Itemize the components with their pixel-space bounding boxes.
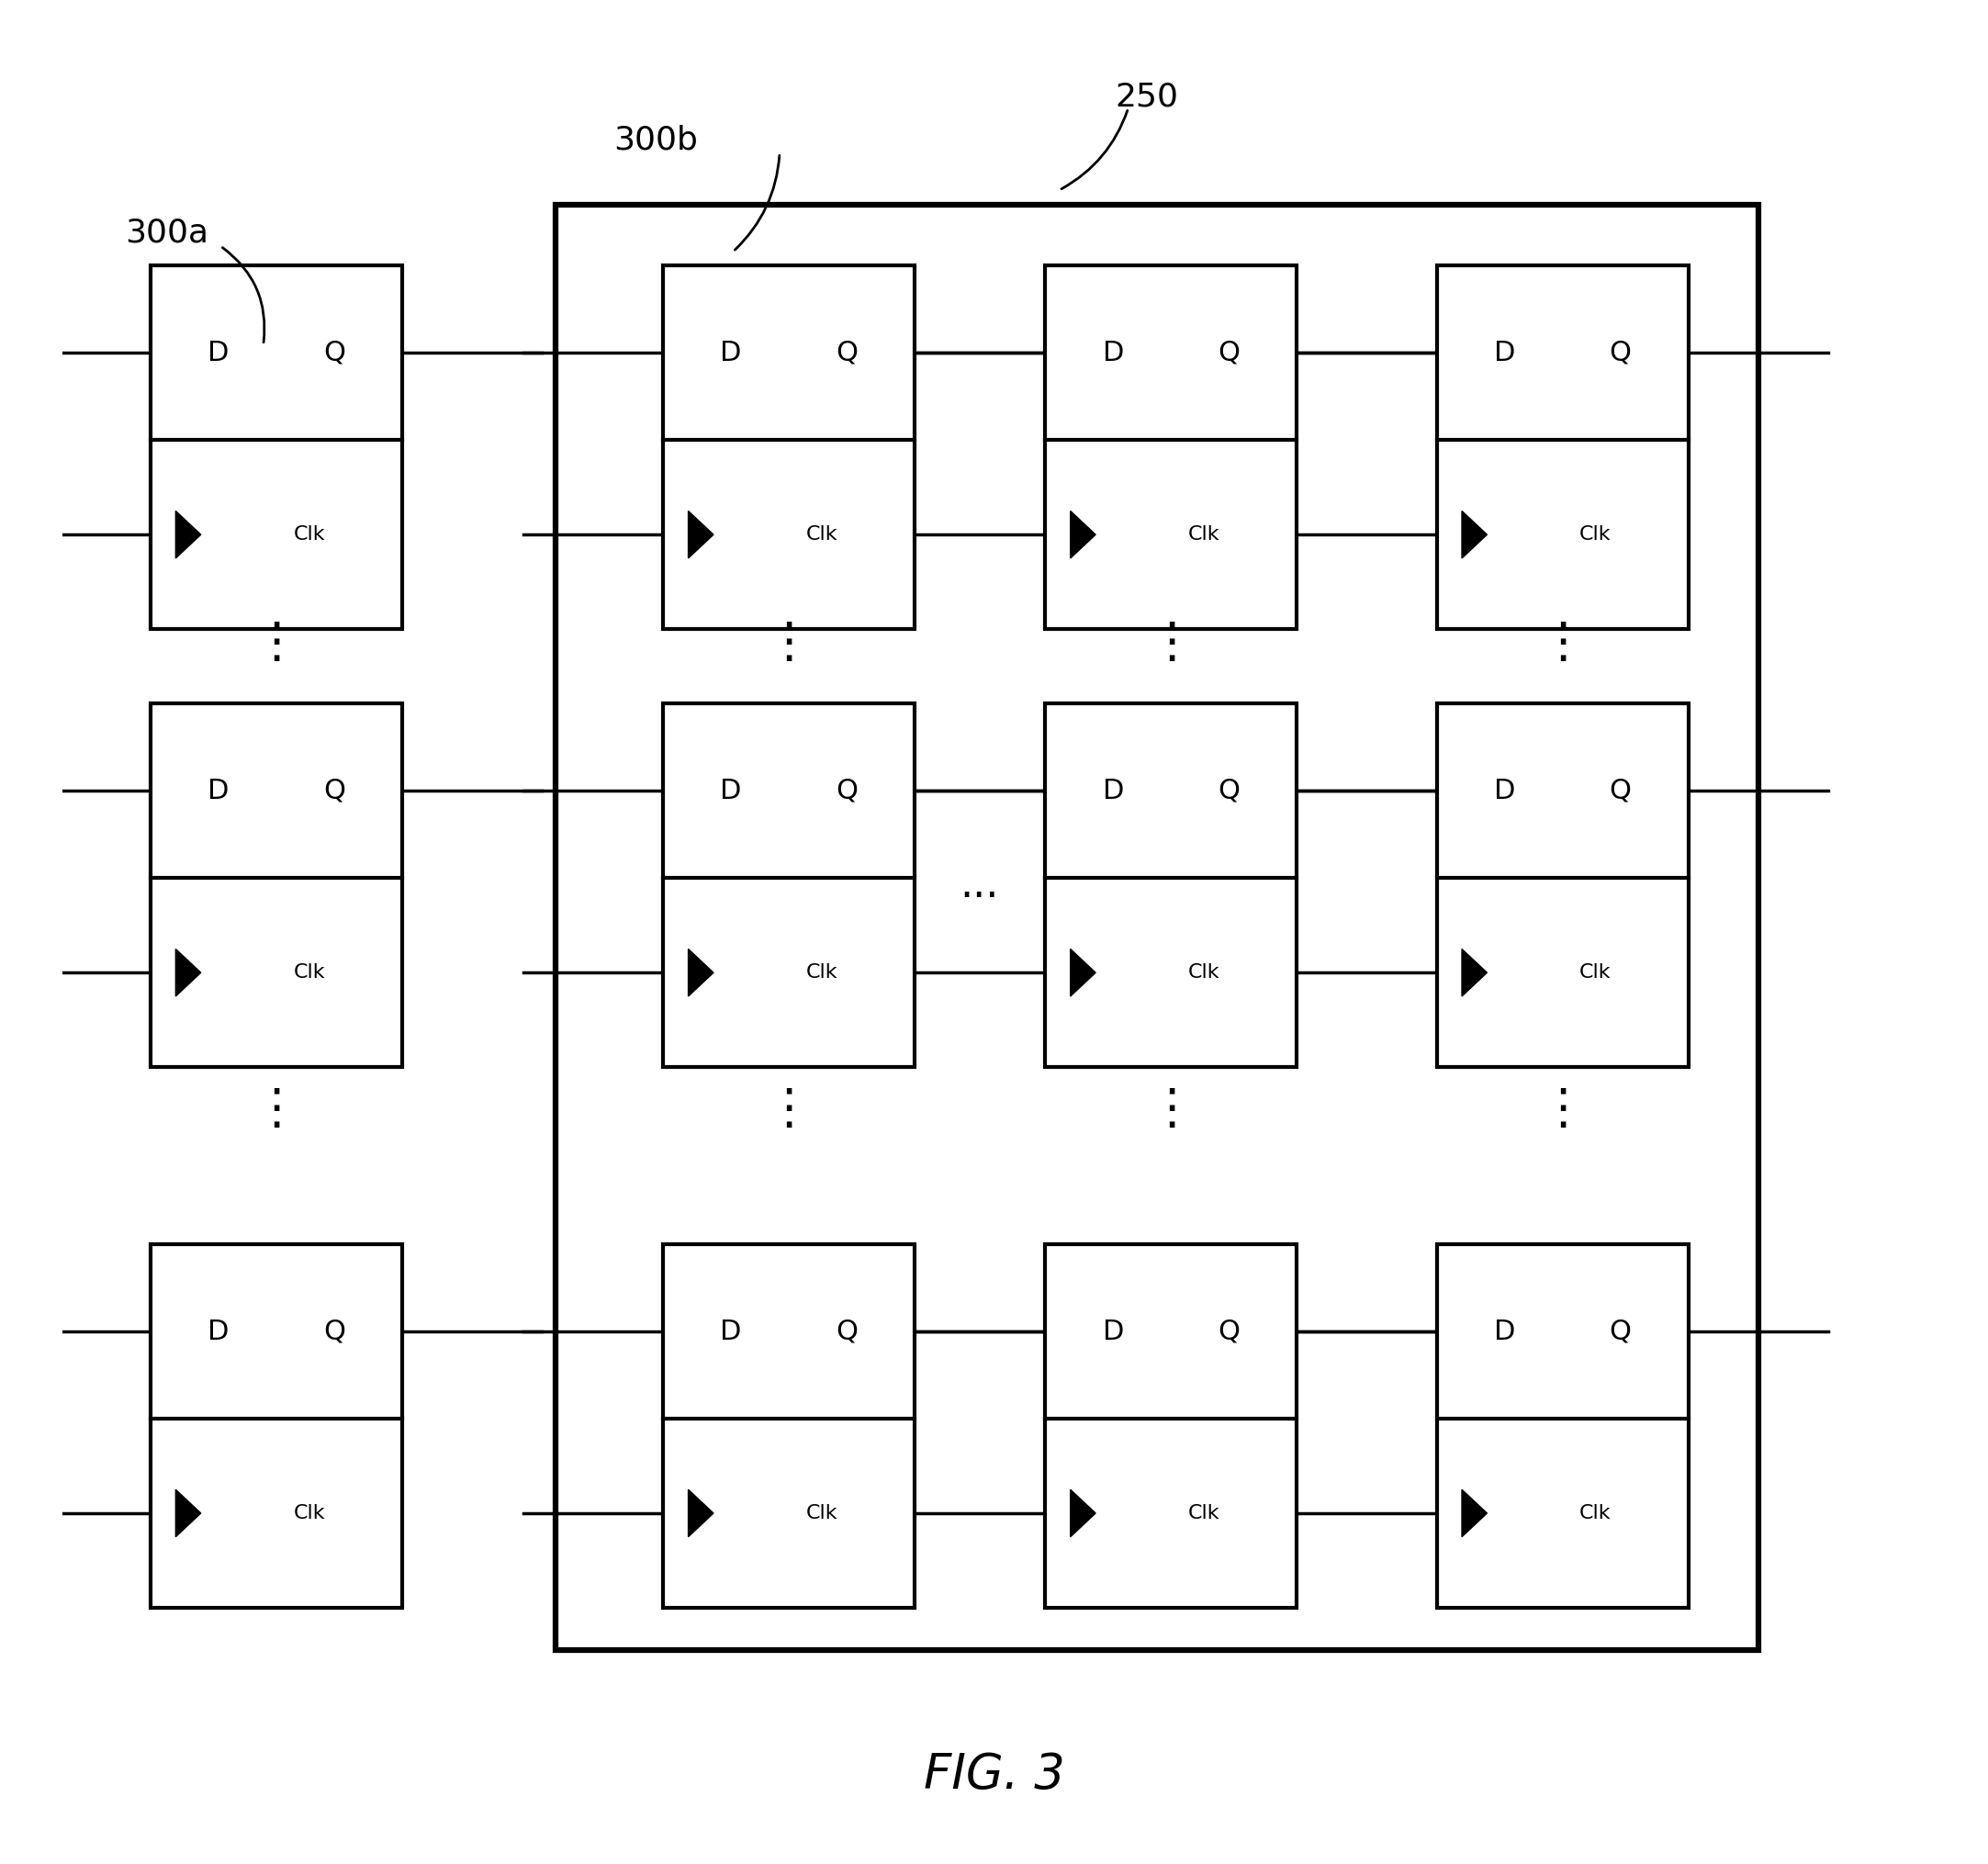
Polygon shape [175,1489,201,1536]
Text: ⋮: ⋮ [252,619,300,667]
Text: D: D [720,1318,742,1344]
Bar [1046,267,1296,630]
Text: ⋮: ⋮ [252,1085,300,1133]
Text: Q: Q [1219,777,1241,803]
Text: Q: Q [835,339,859,365]
Bar [1437,1245,1688,1607]
Text: Clk: Clk [292,526,324,544]
Bar [664,1245,914,1607]
Bar [151,703,402,1066]
Text: Clk: Clk [805,1504,837,1523]
Text: D: D [207,1318,229,1344]
Polygon shape [1070,511,1095,557]
Text: Q: Q [1219,1318,1241,1344]
Text: Q: Q [835,777,859,803]
Text: ⋮: ⋮ [1147,619,1195,667]
Polygon shape [688,1489,714,1536]
Text: 300b: 300b [614,125,698,155]
Bar [1437,267,1688,630]
Text: Clk: Clk [1578,964,1610,982]
Bar [1437,703,1688,1066]
Bar [1046,1245,1296,1607]
Polygon shape [688,949,714,995]
Polygon shape [1461,1489,1487,1536]
Bar [664,267,914,630]
Bar [557,205,1757,1650]
Text: D: D [207,339,229,365]
Bar [151,1245,402,1607]
Text: Clk: Clk [805,964,837,982]
Text: FIG. 3: FIG. 3 [922,1750,1066,1799]
Text: Clk: Clk [1189,1504,1221,1523]
Text: 250: 250 [1115,82,1179,112]
Polygon shape [1461,511,1487,557]
Bar [151,267,402,630]
Text: Q: Q [1610,339,1632,365]
Text: Q: Q [1610,777,1632,803]
Polygon shape [175,949,201,995]
Text: Q: Q [324,1318,346,1344]
Text: Clk: Clk [1578,526,1610,544]
Text: Clk: Clk [292,964,324,982]
Text: 300a: 300a [125,218,209,248]
Text: D: D [1103,1318,1123,1344]
Text: Clk: Clk [292,1504,324,1523]
Polygon shape [1070,949,1095,995]
Text: ⋮: ⋮ [765,619,813,667]
Text: D: D [720,339,742,365]
Polygon shape [175,511,201,557]
Text: ⋮: ⋮ [1539,1085,1586,1133]
Text: ⋮: ⋮ [1539,619,1586,667]
Text: D: D [1493,1318,1515,1344]
Polygon shape [1461,949,1487,995]
Text: ⋮: ⋮ [1147,1085,1195,1133]
Text: D: D [720,777,742,803]
Text: Q: Q [324,339,346,365]
Text: Q: Q [1610,1318,1632,1344]
Text: D: D [1493,777,1515,803]
Text: Clk: Clk [805,526,837,544]
Bar [1046,703,1296,1066]
Text: D: D [1103,777,1123,803]
Text: D: D [207,777,229,803]
Polygon shape [688,511,714,557]
Text: Clk: Clk [1578,1504,1610,1523]
Text: Q: Q [1219,339,1241,365]
Text: Q: Q [835,1318,859,1344]
Text: Q: Q [324,777,346,803]
Text: ...: ... [960,865,998,906]
Bar [664,703,914,1066]
Text: D: D [1493,339,1515,365]
Text: D: D [1103,339,1123,365]
Polygon shape [1070,1489,1095,1536]
Text: Clk: Clk [1189,964,1221,982]
Text: Clk: Clk [1189,526,1221,544]
Text: ⋮: ⋮ [765,1085,813,1133]
